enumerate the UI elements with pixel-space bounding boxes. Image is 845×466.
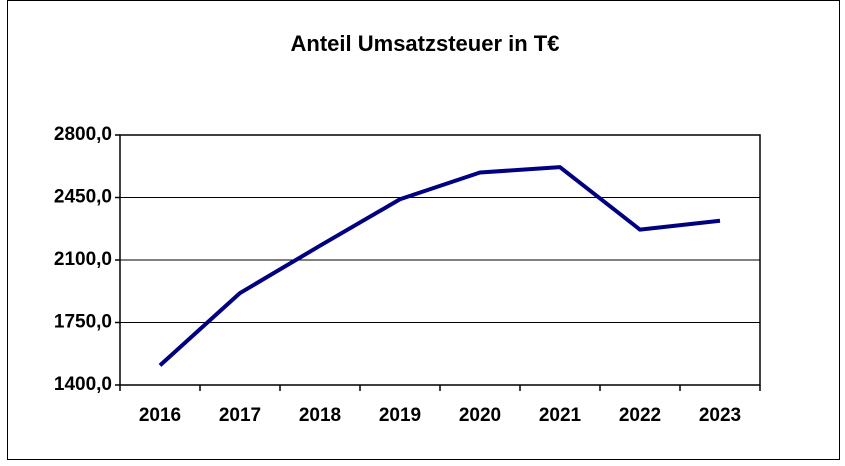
x-tick-label: 2017 (219, 405, 261, 426)
x-tick-label: 2021 (539, 405, 582, 426)
y-tick-label: 1750,0 (54, 312, 112, 333)
y-tick-label: 2800,0 (54, 124, 112, 145)
x-tick-label: 2016 (139, 405, 181, 426)
y-tick-label: 2450,0 (54, 187, 112, 208)
x-tick-label: 2020 (459, 405, 501, 426)
data-line (158, 165, 721, 367)
x-tick-label: 2022 (619, 405, 661, 426)
y-tick-label: 2100,0 (54, 249, 112, 270)
x-tick-label: 2018 (299, 405, 341, 426)
x-tick-label: 2023 (699, 405, 741, 426)
x-tick-label: 2019 (379, 405, 421, 426)
chart-title: Anteil Umsatzsteuer in T€ (291, 31, 560, 56)
y-tick-label: 1400,0 (54, 374, 112, 395)
